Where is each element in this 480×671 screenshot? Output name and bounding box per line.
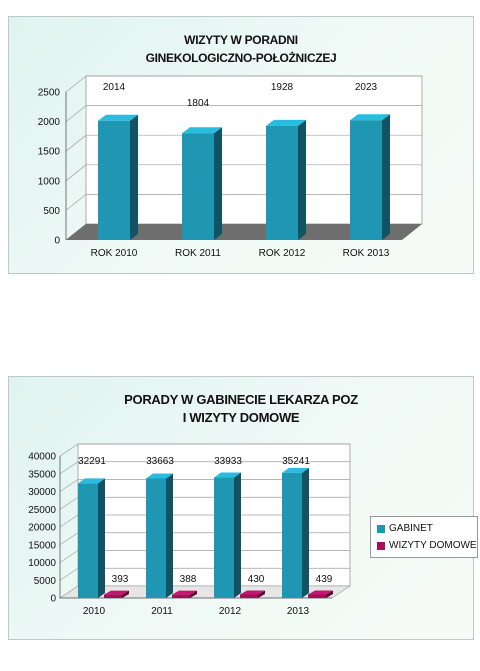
- data-label: 1804: [187, 98, 210, 109]
- legend-item-gabinet: GABINET: [377, 523, 433, 534]
- y-tick-label: 1000: [38, 176, 61, 187]
- gridline-diagonal: [65, 105, 87, 122]
- data-label-gabinet: 35241: [282, 456, 310, 467]
- y-tick-label: 0: [50, 594, 56, 605]
- y-tick-label: 20000: [28, 523, 56, 534]
- gridline-diagonal: [59, 514, 79, 528]
- bar-gabinet: [146, 473, 173, 598]
- y-tick-label: 15000: [28, 540, 56, 551]
- y-tick-label: 2500: [38, 88, 61, 99]
- title-line-2: I WIZYTY DOMOWE: [182, 410, 300, 425]
- y-tick-label: 2000: [38, 117, 61, 128]
- x-tick-label: 2012: [219, 606, 242, 617]
- gridline-diagonal: [59, 461, 79, 475]
- gridline-diagonal: [59, 550, 79, 563]
- legend: GABINET WIZYTY DOMOWE: [370, 516, 478, 558]
- plot-floor: [66, 224, 422, 240]
- bar: [98, 114, 138, 240]
- x-tick-label: ROK 2011: [175, 248, 221, 259]
- legend-swatch-wizyty-domowe: [377, 541, 385, 550]
- title-line-2: GINEKOLOGICZNO-POŁOŻNICZEJ: [145, 51, 337, 65]
- title-line-1: PORADY W GABINECIE LEKARZA POZ: [124, 392, 358, 407]
- y-tick-label: 30000: [28, 487, 56, 498]
- data-label-wizyty-domowe: 388: [180, 574, 197, 585]
- y-tick-label: 5000: [34, 576, 57, 587]
- gridline-diagonal: [65, 75, 87, 93]
- bar-gabinet: [214, 472, 241, 598]
- gridline-diagonal: [59, 496, 79, 510]
- legend-item-wizyty-domowe: WIZYTY DOMOWE: [377, 540, 477, 551]
- y-tick-label: 500: [43, 206, 60, 217]
- y-tick-label: 10000: [28, 558, 56, 569]
- y-tick-label: 0: [54, 236, 60, 247]
- bar: [266, 119, 306, 240]
- gridline-diagonal: [59, 567, 79, 581]
- x-tick-label: ROK 2012: [259, 248, 306, 259]
- legend-swatch-gabinet: [377, 524, 385, 533]
- data-label: 2023: [355, 82, 378, 93]
- data-label-gabinet: 33933: [214, 456, 242, 467]
- bar-gabinet: [282, 467, 309, 598]
- data-label-wizyty-domowe: 430: [248, 574, 265, 585]
- x-tick-label: ROK 2010: [91, 248, 138, 259]
- data-label-gabinet: 33663: [146, 456, 174, 467]
- data-label-gabinet: 32291: [78, 456, 106, 467]
- bar-wizyty-domowe: [308, 590, 333, 598]
- bar-wizyty-domowe: [104, 590, 129, 598]
- legend-label-wizyty-domowe: WIZYTY DOMOWE: [389, 540, 477, 551]
- gridline-diagonal: [59, 532, 79, 546]
- x-tick-label: 2013: [287, 606, 310, 617]
- title-line-1: WIZYTY W PORADNI: [184, 33, 298, 47]
- gridline-diagonal: [65, 164, 87, 182]
- bar: [182, 127, 222, 240]
- y-tick-label: 1500: [38, 147, 61, 158]
- chart-title: PORADY W GABINECIE LEKARZA POZ I WIZYTY …: [9, 391, 473, 427]
- gridline-diagonal: [59, 443, 79, 457]
- bar-wizyty-domowe: [240, 590, 265, 598]
- data-label-wizyty-domowe: 393: [112, 574, 129, 585]
- x-tick-label: ROK 2013: [343, 248, 390, 259]
- gridline-diagonal: [65, 194, 87, 211]
- y-tick-label: 25000: [28, 505, 56, 516]
- bar-gabinet: [78, 478, 105, 598]
- data-label: 1928: [271, 82, 294, 93]
- chart-title: WIZYTY W PORADNI GINEKOLOGICZNO-POŁOŻNIC…: [9, 31, 473, 67]
- legend-label-gabinet: GABINET: [389, 523, 433, 534]
- x-tick-label: 2010: [83, 606, 106, 617]
- bar-wizyty-domowe: [172, 590, 197, 598]
- data-label-wizyty-domowe: 439: [316, 574, 333, 585]
- x-tick-label: 2011: [151, 606, 173, 617]
- bar: [350, 114, 390, 240]
- data-label: 2014: [103, 82, 126, 93]
- y-tick-label: 35000: [28, 469, 56, 480]
- gridline-diagonal: [65, 134, 87, 152]
- gridline-diagonal: [59, 479, 79, 492]
- y-tick-label: 40000: [28, 452, 56, 463]
